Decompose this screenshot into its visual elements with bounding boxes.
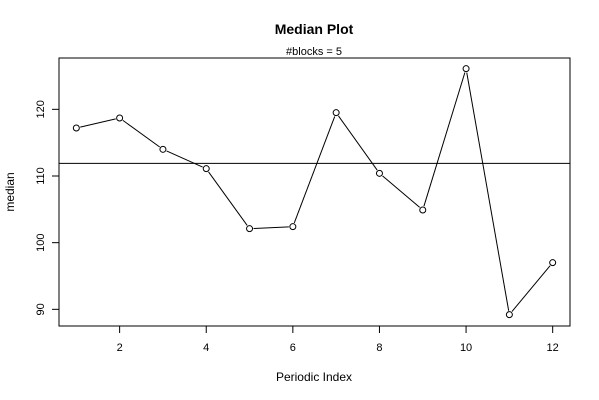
series-line-segment: [166, 150, 203, 168]
chart-subtitle: #blocks = 5: [286, 46, 342, 58]
data-point: [549, 259, 557, 267]
x-tick-label: 12: [547, 342, 559, 354]
data-point: [246, 225, 254, 233]
series-line-segment: [208, 171, 248, 226]
data-point: [419, 206, 427, 214]
series-line-segment: [466, 72, 510, 311]
y-tick-label: 120: [35, 100, 47, 118]
x-tick-label: 4: [203, 342, 209, 354]
data-point: [332, 109, 340, 117]
x-tick-label: 2: [117, 342, 123, 354]
y-tick-label: 90: [35, 303, 47, 315]
chart-title: Median Plot: [275, 21, 354, 37]
y-axis-label: median: [3, 172, 17, 211]
series-line-segment: [122, 119, 160, 148]
data-point: [462, 65, 470, 73]
x-tick-label: 8: [376, 342, 382, 354]
data-point: [72, 124, 80, 132]
data-point: [505, 311, 513, 319]
plot-frame: [58, 57, 571, 327]
series-line-segment: [80, 118, 116, 128]
data-point: [202, 165, 210, 173]
series-line-segment: [338, 115, 378, 171]
series-line-segment: [293, 116, 336, 224]
x-tick-label: 10: [460, 342, 472, 354]
data-point: [289, 223, 297, 231]
series-line-segment: [511, 265, 551, 312]
series-line-segment: [382, 175, 421, 208]
data-point: [116, 114, 124, 122]
series-line-segment: [253, 226, 289, 229]
x-axis-label: Periodic Index: [276, 370, 352, 384]
data-point: [375, 169, 383, 177]
data-point: [159, 145, 167, 153]
y-tick-label: 110: [35, 167, 47, 185]
series-line-segment: [423, 72, 466, 207]
y-tick-label: 100: [35, 233, 47, 251]
x-tick-label: 6: [290, 342, 296, 354]
